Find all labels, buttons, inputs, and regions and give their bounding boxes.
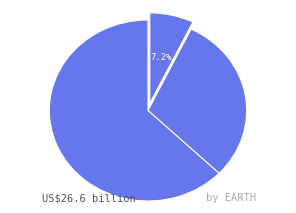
Wedge shape: [148, 29, 247, 173]
Text: US$26.6 billion: US$26.6 billion: [42, 193, 136, 203]
Text: by EARTH: by EARTH: [206, 193, 256, 203]
Text: 7.2%: 7.2%: [151, 53, 172, 62]
Wedge shape: [150, 13, 193, 104]
Wedge shape: [49, 20, 219, 201]
